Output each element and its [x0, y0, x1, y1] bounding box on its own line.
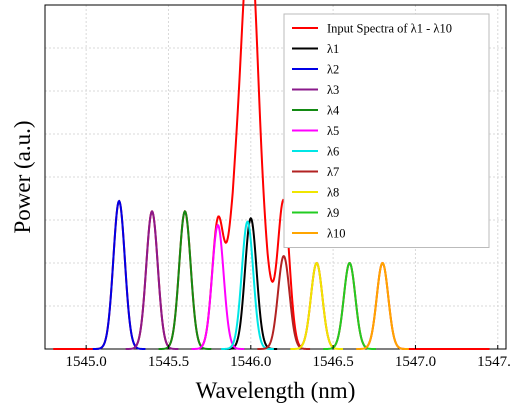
series-line-7 [257, 254, 311, 350]
series-line-9 [323, 261, 376, 350]
legend: Input Spectra of λ1 - λ10 λ1 λ2 λ3 λ4 λ5 λ6 λ7 λ… [283, 13, 490, 248]
series-line-3 [125, 210, 179, 350]
legend-entry-7: λ7 [327, 165, 339, 179]
series-line-8 [290, 261, 343, 350]
legend-box [283, 13, 490, 248]
series-line-10 [356, 261, 409, 350]
legend-entry-4: λ4 [327, 104, 340, 118]
legend-entry-10: λ10 [327, 227, 346, 241]
legend-entry-3: λ3 [327, 83, 339, 97]
x-tick-label-2: 1546.0 [230, 354, 271, 370]
legend-entry-5: λ5 [327, 124, 339, 138]
legend-entry-9: λ9 [327, 206, 339, 220]
series-line-5 [191, 223, 245, 350]
x-tick-label-4: 1547.0 [395, 354, 436, 370]
x-tick-label-0: 1545.0 [66, 354, 107, 370]
curves [53, 0, 490, 350]
x-tick-label-1: 1545.5 [148, 354, 189, 370]
legend-entry-1: λ1 [327, 42, 339, 56]
legend-entry-0: Input Spectra of λ1 - λ10 [327, 22, 452, 36]
y-axis-label: Power (a.u.) [10, 120, 35, 233]
legend-entry-2: λ2 [327, 63, 339, 77]
legend-entry-6: λ6 [327, 145, 339, 159]
legend-entry-8: λ8 [327, 186, 339, 200]
x-axis-ticks: 1545.0 1545.5 1546.0 1546.5 1547.0 1547.5 [66, 345, 511, 370]
series-line-2 [92, 199, 146, 350]
series-line-4 [158, 210, 212, 350]
x-tick-label-5: 1547.5 [477, 354, 511, 370]
x-tick-label-3: 1546.5 [313, 354, 354, 370]
x-axis-label: Wavelength (nm) [196, 378, 356, 403]
